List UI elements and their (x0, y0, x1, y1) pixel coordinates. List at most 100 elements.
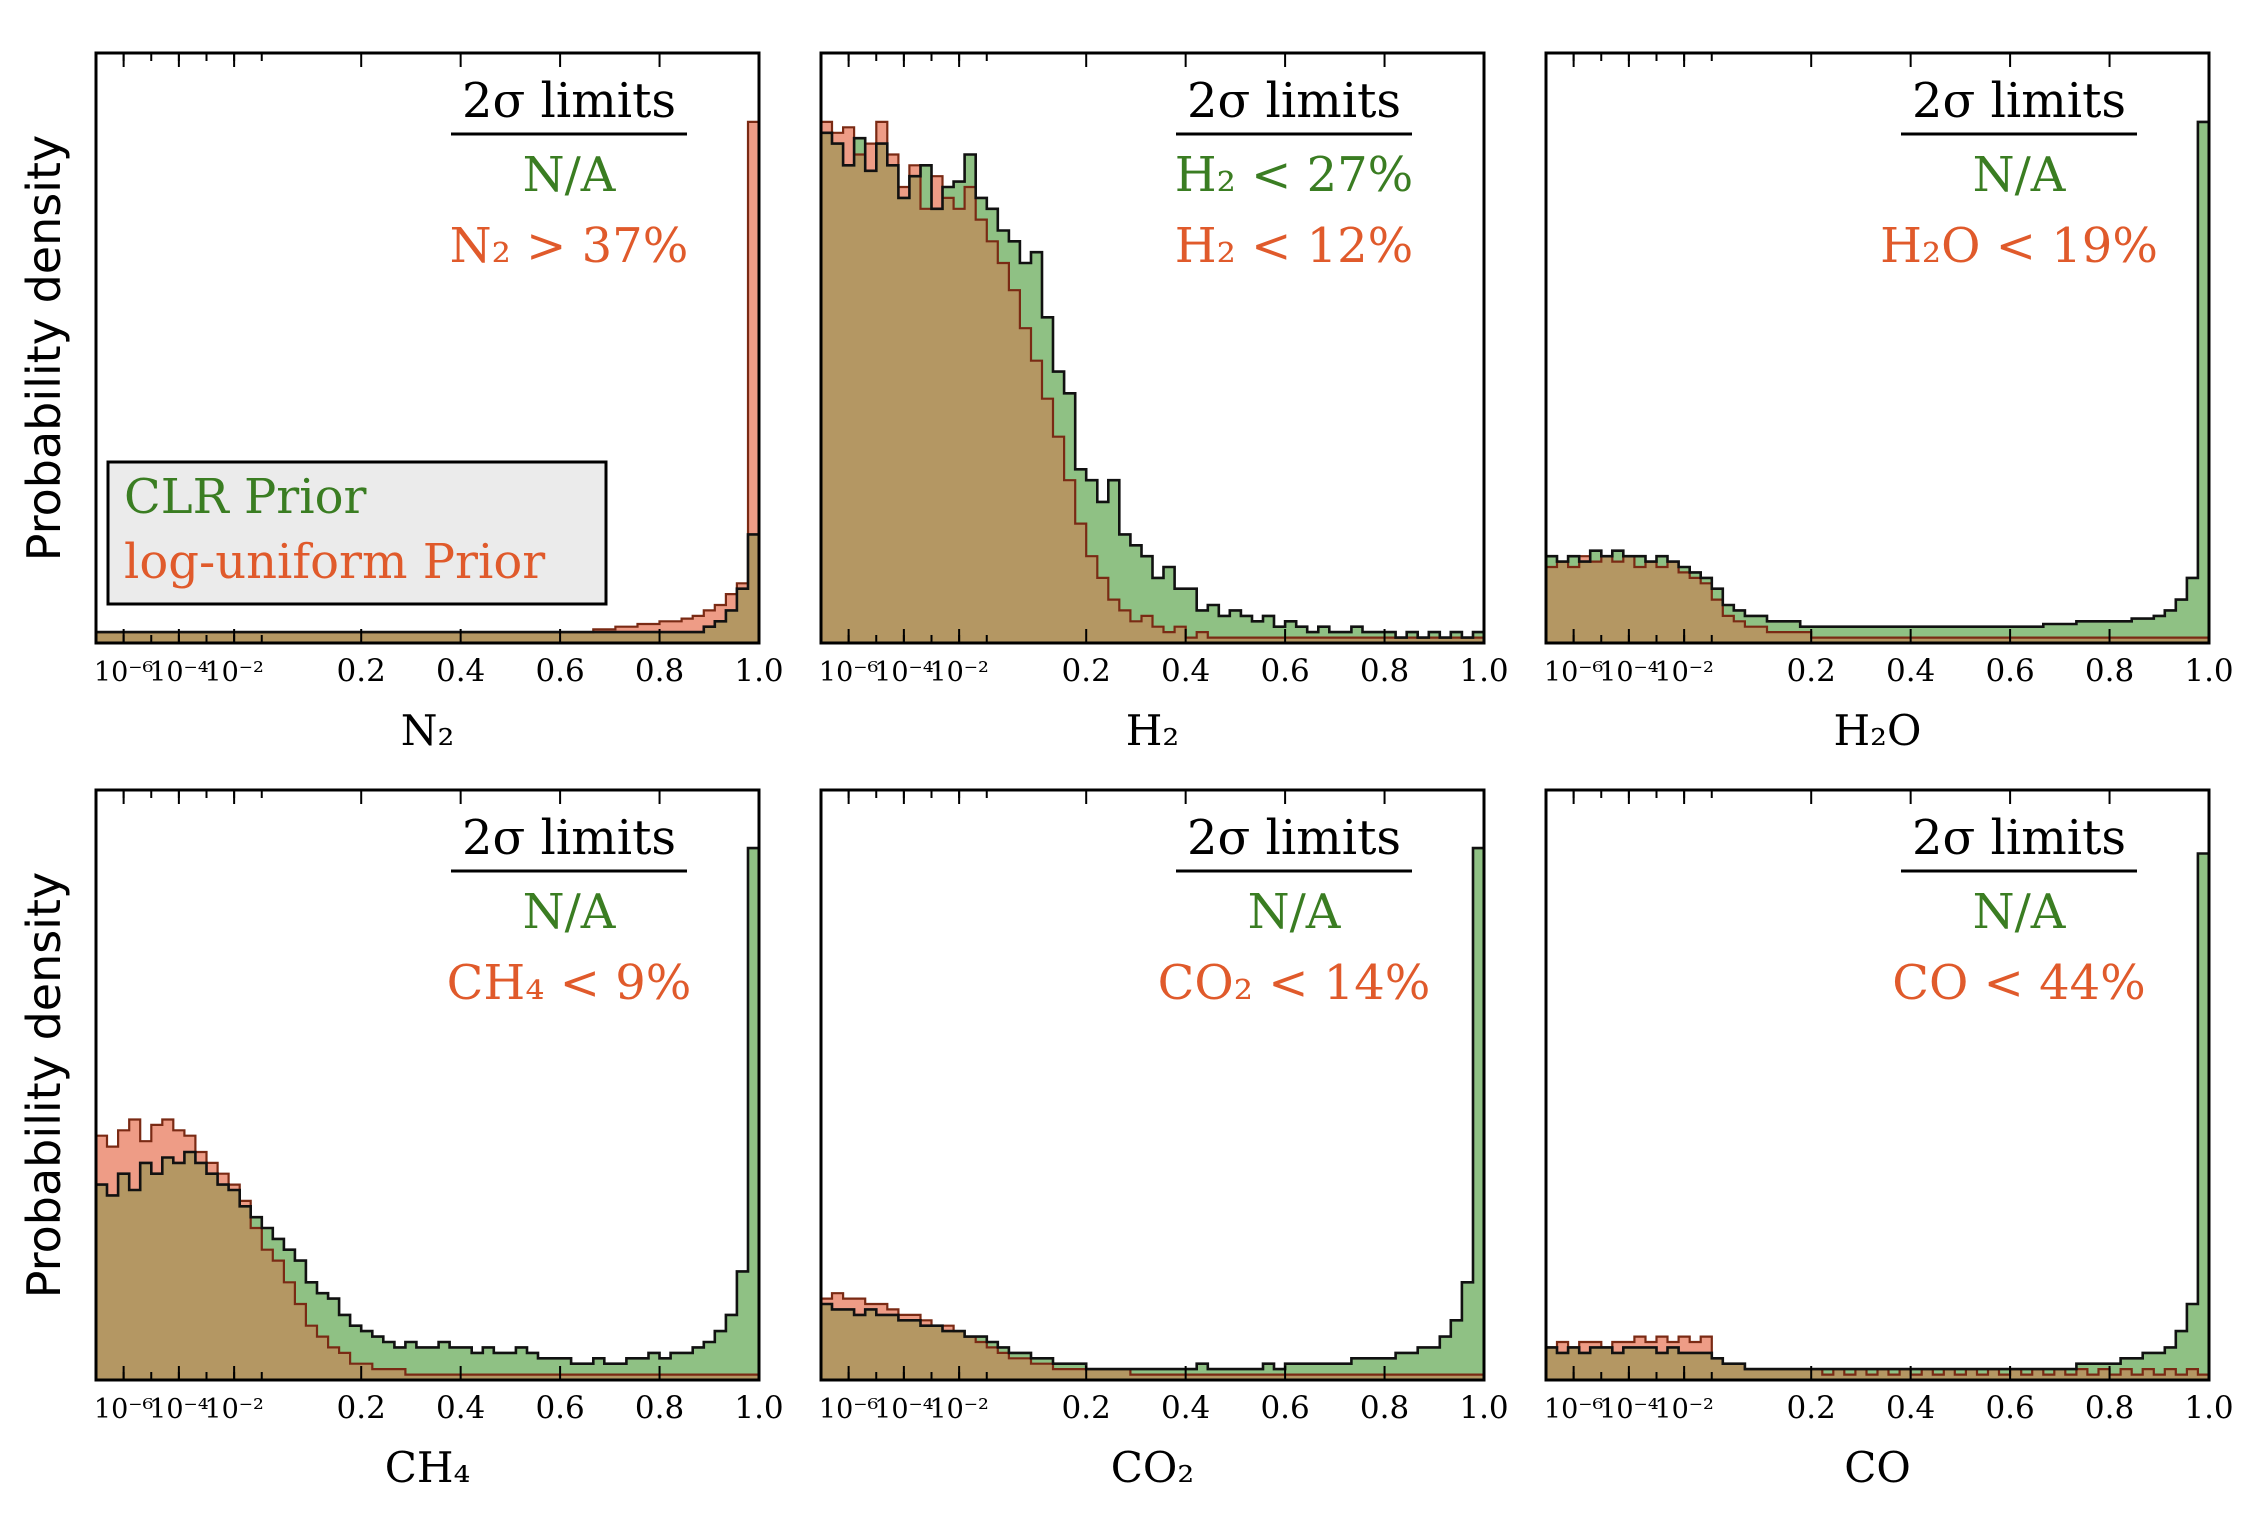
x-tick-label: 0.4 (1886, 653, 1935, 689)
limits-title: 2σ limits (462, 810, 676, 866)
panel-6: 10⁻⁶10⁻⁴10⁻² 0.2 0.4 0.6 0.8 1.0 CO 2σ limits N/… (1544, 788, 2234, 1492)
overlap-fill (821, 132, 1484, 643)
clr-prior-outline (821, 131, 1484, 639)
x-tick-label: 1.0 (1459, 1390, 1508, 1426)
x-tick-label: 0.4 (436, 1390, 485, 1426)
panel-4: 10⁻⁶10⁻⁴10⁻² 0.2 0.4 0.6 0.8 1.0 CH₄ 2σ limits N… (17, 788, 784, 1492)
x-tick-label: 0.2 (1062, 1390, 1111, 1426)
limits-title: 2σ limits (1187, 73, 1401, 129)
x-tick-label: 10⁻⁴ (1599, 1394, 1658, 1425)
x-tick-label: 10⁻⁶ (819, 657, 879, 688)
x-tick-label: 0.6 (1985, 653, 2034, 689)
x-tick-label: 0.8 (1360, 1390, 1409, 1426)
limits-title: 2σ limits (1187, 810, 1401, 866)
x-tick-label: 0.4 (1161, 653, 1210, 689)
clr-limit-text: N/A (1248, 884, 1342, 940)
x-axis-label: N₂ (401, 706, 455, 755)
clr-limit-text: N/A (523, 147, 617, 203)
x-axis-label: CO₂ (1111, 1443, 1194, 1492)
log-uniform-prior-outline (1546, 555, 2209, 639)
log-uniform-limit-text: CO₂ < 14% (1158, 955, 1431, 1011)
clr-prior-outline (96, 846, 759, 1365)
x-tick-label: 0.6 (1260, 653, 1309, 689)
x-tick-label: 0.8 (2085, 653, 2134, 689)
panel-frame (94, 51, 761, 645)
y-axis-label: Probability density (17, 872, 71, 1298)
limits-title: 2σ limits (1912, 810, 2126, 866)
legend-box (106, 460, 608, 606)
x-tick-label: 0.8 (2085, 1390, 2134, 1426)
panel-frame (1544, 788, 2211, 1382)
x-tick-label: 10⁻⁶ (1544, 1394, 1604, 1425)
x-tick-label: 1.0 (734, 653, 783, 689)
clr-prior-outline (1546, 852, 2209, 1371)
panel-5: 10⁻⁶10⁻⁴10⁻² 0.2 0.4 0.6 0.8 1.0 CO₂ 2σ limits N… (819, 788, 1509, 1492)
x-tick-label: 0.6 (1260, 1390, 1309, 1426)
overlap-fill (821, 1304, 1484, 1380)
log-uniform-limit-text: H₂ < 12% (1175, 218, 1414, 274)
limits-title: 2σ limits (1912, 73, 2126, 129)
x-tick-label: 0.6 (535, 1390, 584, 1426)
x-tick-label: 10⁻⁴ (1599, 657, 1658, 688)
histogram-area (96, 846, 759, 1380)
legend: CLR Prior log-uniform Prior (106, 460, 608, 606)
x-tick-label: 0.4 (1886, 1390, 1935, 1426)
clr-prior-fill (821, 848, 1484, 1380)
panel-3: 10⁻⁶10⁻⁴10⁻² 0.2 0.4 0.6 0.8 1.0 H₂O 2σ limits N… (1544, 51, 2234, 755)
log-uniform-limit-text: CH₄ < 9% (447, 955, 692, 1011)
panel-2: 10⁻⁶10⁻⁴10⁻² 0.2 0.4 0.6 0.8 1.0 H₂ 2σ limits H₂… (819, 51, 1509, 755)
x-tick-label: 1.0 (2184, 1390, 2233, 1426)
x-tick-label: 0.2 (1062, 653, 1111, 689)
overlap-fill (96, 1152, 759, 1380)
x-tick-label: 10⁻² (929, 1394, 988, 1425)
histogram-area (821, 846, 1484, 1380)
x-tick-label: 0.4 (1161, 1390, 1210, 1426)
clr-prior-outline (1546, 120, 2209, 628)
x-tick-label: 0.4 (436, 653, 485, 689)
clr-limit-text: N/A (1973, 884, 2067, 940)
limits-title: 2σ limits (462, 73, 676, 129)
histogram-area (1546, 120, 2209, 643)
x-tick-label: 10⁻² (204, 657, 263, 688)
clr-prior-outline (96, 533, 759, 634)
histogram-area (821, 120, 1484, 643)
x-axis-label: H₂O (1834, 706, 1922, 755)
x-axis-label: H₂ (1126, 706, 1179, 755)
x-tick-label: 0.2 (1787, 653, 1836, 689)
x-tick-label: 10⁻⁶ (94, 657, 154, 688)
panel-frame (1544, 51, 2211, 645)
x-tick-label: 0.2 (337, 1390, 386, 1426)
x-tick-label: 10⁻⁶ (1544, 657, 1604, 688)
x-tick-label: 0.2 (337, 653, 386, 689)
log-uniform-limit-text: H₂O < 19% (1880, 218, 2158, 274)
x-tick-label: 10⁻⁴ (874, 1394, 933, 1425)
x-tick-label: 0.8 (635, 1390, 684, 1426)
panel-frame (819, 788, 1486, 1382)
x-tick-label: 1.0 (1459, 653, 1508, 689)
x-tick-label: 10⁻⁴ (874, 657, 933, 688)
legend-item-clr: CLR Prior (124, 469, 366, 525)
x-tick-label: 10⁻² (204, 1394, 263, 1425)
x-tick-label: 0.8 (635, 653, 684, 689)
clr-limit-text: N/A (523, 884, 617, 940)
x-tick-label: 0.2 (1787, 1390, 1836, 1426)
x-tick-label: 10⁻² (1654, 1394, 1713, 1425)
legend-item-log-uniform: log-uniform Prior (124, 534, 545, 590)
x-tick-label: 10⁻⁶ (819, 1394, 879, 1425)
y-axis-label: Probability density (17, 135, 71, 561)
log-uniform-prior-outline (821, 1292, 1484, 1376)
panel-frame (819, 51, 1486, 645)
x-axis-label: CH₄ (385, 1443, 471, 1492)
x-tick-label: 10⁻⁴ (149, 657, 208, 688)
clr-limit-text: N/A (1973, 147, 2067, 203)
histogram-area (1546, 852, 2209, 1380)
x-tick-label: 1.0 (2184, 653, 2233, 689)
clr-prior-outline (821, 846, 1484, 1371)
log-uniform-limit-text: CO < 44% (1892, 955, 2146, 1011)
histogram-area (96, 120, 759, 643)
x-tick-label: 1.0 (734, 1390, 783, 1426)
x-tick-label: 10⁻² (1654, 657, 1713, 688)
x-tick-label: 10⁻⁶ (94, 1394, 154, 1425)
panel-frame (94, 788, 761, 1382)
